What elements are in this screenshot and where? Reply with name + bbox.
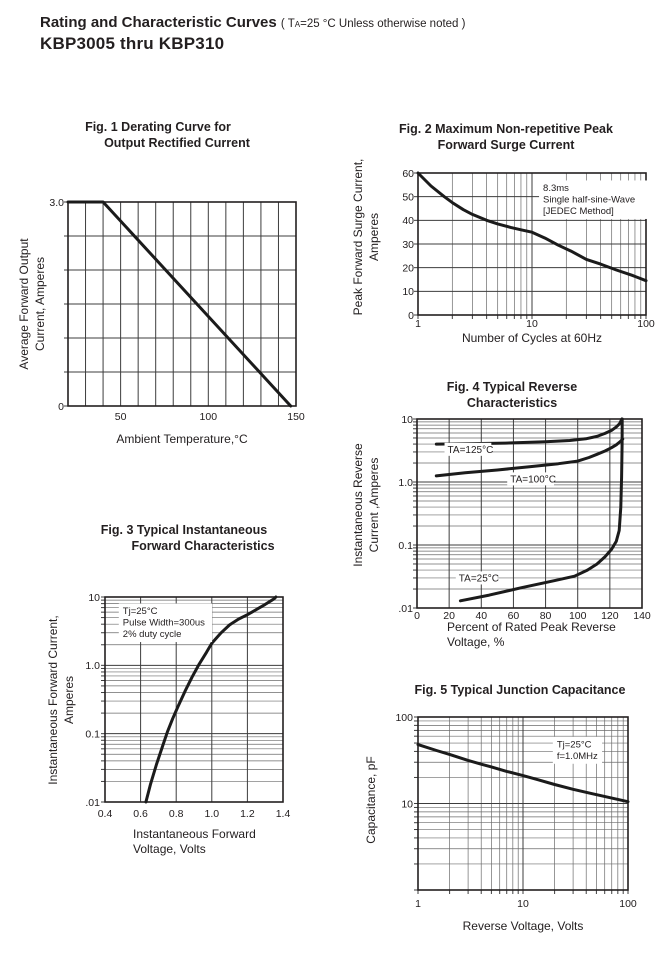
fig2-caption-line2: Forward Surge Current [437, 138, 575, 152]
svg-text:2% duty cycle: 2% duty cycle [123, 629, 182, 640]
svg-text:20: 20 [443, 610, 455, 622]
svg-text:1.0: 1.0 [398, 477, 413, 489]
svg-text:Instantaneous Reverse: Instantaneous Reverse [351, 443, 365, 567]
fig3-caption-line2: Forward Characteristics [131, 539, 275, 553]
svg-text:1.0: 1.0 [204, 808, 219, 820]
svg-text:Tj=25°C: Tj=25°C [123, 606, 158, 617]
svg-text:120: 120 [601, 610, 619, 622]
svg-text:Voltage, Volts: Voltage, Volts [133, 842, 206, 856]
fig1-caption: Fig. 1 Derating Curve for Output Rectifi… [8, 119, 308, 151]
fig5-chart: Tj=25°Cf=1.0MHz 1 10 100 100 10 Reverse Voltag… [364, 712, 637, 933]
fig1-chart: 50 100 150 3.0 0 Ambient Temperature,°C Averag… [17, 197, 305, 446]
fig2-caption-line1: Fig. 2 Maximum Non-repetitive Peak [399, 122, 613, 136]
condition-rest: =25 °C Unless otherwise noted ) [300, 18, 466, 30]
svg-text:1.4: 1.4 [276, 808, 291, 820]
fig4-caption-line2: Characteristics [466, 396, 558, 410]
svg-text:Current ,Amperes: Current ,Amperes [367, 458, 381, 553]
header-title-line: Rating and Characteristic Curves ( TA=25… [40, 14, 465, 31]
fig5-caption: Fig. 5 Typical Junction Capacitance [360, 682, 672, 698]
svg-text:10: 10 [401, 798, 413, 810]
svg-text:Capacitance, pF: Capacitance, pF [364, 756, 378, 843]
svg-text:60: 60 [508, 610, 520, 622]
svg-text:3.0: 3.0 [49, 197, 64, 209]
svg-text:80: 80 [540, 610, 552, 622]
svg-text:100: 100 [637, 318, 655, 330]
svg-text:Reverse Voltage, Volts: Reverse Voltage, Volts [463, 919, 584, 933]
svg-text:Current, Amperes: Current, Amperes [33, 257, 47, 351]
test-condition: ( TA=25 °C Unless otherwise noted ) [281, 18, 466, 30]
fig4-caption-line1: Fig. 4 Typical Reverse [446, 380, 578, 394]
svg-text:Peak Forward Surge Current,: Peak Forward Surge Current, [351, 159, 365, 316]
svg-text:TA=100°C: TA=100°C [510, 474, 556, 485]
svg-text:1: 1 [415, 898, 421, 910]
svg-text:100: 100 [569, 610, 587, 622]
svg-text:1.2: 1.2 [240, 808, 255, 820]
fig3-caption: Fig. 3 Typical Instantaneous Forward Cha… [34, 522, 334, 554]
svg-text:50: 50 [402, 191, 414, 203]
svg-text:Instantaneous Forward: Instantaneous Forward [133, 827, 256, 841]
svg-text:Number of Cycles at 60Hz: Number of Cycles at 60Hz [462, 331, 602, 345]
svg-text:Instantaneous Forward Current,: Instantaneous Forward Current, [46, 615, 60, 784]
fig2-caption: Fig. 2 Maximum Non-repetitive Peak Forwa… [350, 121, 662, 153]
svg-text:TA=25°C: TA=25°C [459, 573, 499, 584]
part-number-range: KBP3005 thru KBP310 [40, 34, 225, 53]
svg-text:0.8: 0.8 [169, 808, 184, 820]
svg-text:Tj=25°C: Tj=25°C [557, 739, 592, 750]
svg-text:30: 30 [402, 239, 414, 251]
svg-text:Amperes: Amperes [367, 213, 381, 261]
fig5-caption-line1: Fig. 5 Typical Junction Capacitance [414, 683, 626, 697]
fig4-caption: Fig. 4 Typical Reverse Characteristics [360, 379, 664, 411]
svg-text:Ambient Temperature,°C: Ambient Temperature,°C [116, 432, 248, 446]
svg-text:0: 0 [58, 401, 64, 413]
svg-text:f=1.0MHz: f=1.0MHz [557, 751, 598, 762]
svg-text:140: 140 [633, 610, 651, 622]
svg-text:1: 1 [415, 318, 421, 330]
svg-text:20: 20 [402, 262, 414, 274]
svg-text:.01: .01 [85, 797, 100, 809]
svg-text:Voltage, %: Voltage, % [447, 635, 505, 649]
svg-text:10: 10 [401, 414, 413, 426]
svg-text:0: 0 [414, 610, 420, 622]
svg-text:0: 0 [408, 310, 414, 322]
svg-text:1.0: 1.0 [85, 660, 100, 672]
svg-text:Percent of Rated Peak Reverse: Percent of Rated Peak Reverse [447, 620, 616, 634]
svg-text:10: 10 [88, 592, 100, 604]
svg-text:40: 40 [475, 610, 487, 622]
svg-text:0.1: 0.1 [398, 540, 413, 552]
condition-subscript: A [294, 20, 301, 29]
svg-text:10: 10 [402, 286, 414, 298]
svg-text:Single half-sine-Wave: Single half-sine-Wave [543, 194, 635, 205]
svg-text:50: 50 [115, 411, 127, 423]
svg-text:150: 150 [287, 411, 305, 423]
svg-text:0.4: 0.4 [98, 808, 113, 820]
svg-text:.01: .01 [398, 603, 413, 615]
svg-text:100: 100 [619, 898, 637, 910]
svg-text:Pulse Width=300us: Pulse Width=300us [123, 618, 205, 629]
svg-text:0.1: 0.1 [85, 728, 100, 740]
fig1-caption-line2: Output Rectified Current [104, 136, 250, 150]
svg-text:Amperes: Amperes [62, 676, 76, 724]
svg-text:[JEDEC Method]: [JEDEC Method] [543, 206, 614, 217]
svg-text:100: 100 [395, 712, 413, 724]
svg-text:40: 40 [402, 215, 414, 227]
svg-text:8.3ms: 8.3ms [543, 183, 569, 194]
svg-text:10: 10 [526, 318, 538, 330]
condition-open: ( T [280, 18, 295, 30]
page-title: Rating and Characteristic Curves [40, 14, 277, 31]
svg-text:0.6: 0.6 [133, 808, 148, 820]
svg-text:Average Forward Output: Average Forward Output [17, 238, 31, 370]
page-header: Rating and Characteristic Curves ( TA=25… [40, 14, 465, 54]
svg-text:100: 100 [200, 411, 218, 423]
svg-text:60: 60 [402, 168, 414, 180]
fig3-caption-line1: Fig. 3 Typical Instantaneous [100, 523, 268, 537]
fig1-caption-line1: Fig. 1 Derating Curve for [85, 120, 231, 134]
svg-text:10: 10 [517, 898, 529, 910]
fig4-chart: TA=125°C TA=100°C TA=25°C 0 20 40 60 80 100 120 14… [351, 414, 651, 649]
svg-text:TA=125°C: TA=125°C [448, 445, 494, 456]
